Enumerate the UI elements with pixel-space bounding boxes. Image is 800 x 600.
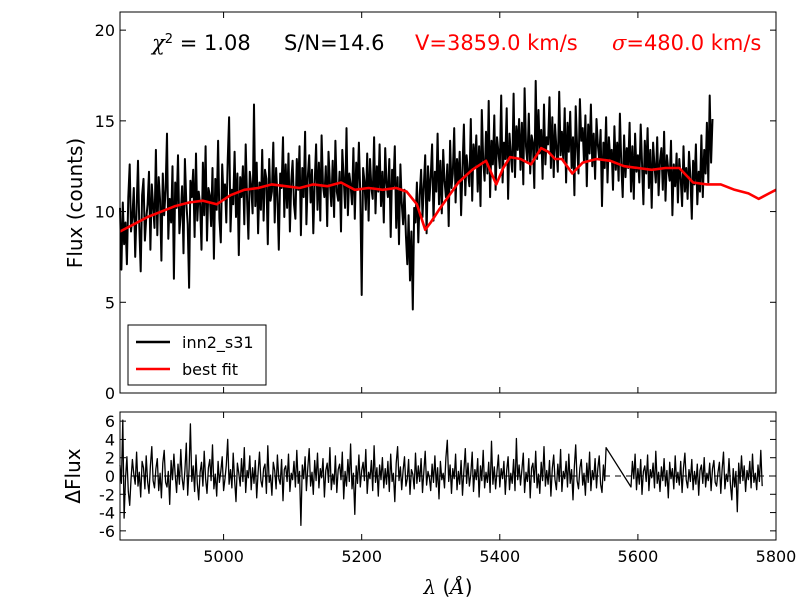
residual-ytick-label-2: 2 [105,449,115,468]
spectrum-ytick-label-0: 0 [105,384,115,403]
residual-xtick-label-5800: 5800 [756,547,797,566]
x-axis-label-symbol: λ [422,575,436,599]
chi2-value: 1.08 [204,31,251,55]
residual-ytick-label-6: 6 [105,412,115,431]
spectrum-ticks: 0 5 10 15 20 [95,12,777,403]
spectrum-series-layer [119,79,777,311]
x-axis-label-open: ( [436,575,450,599]
spectrum-panel: 0 5 10 15 20 χ2 = 1.08 S/N=14.6 V=3859.0 km/… [63,11,777,403]
residual-ytick-label-0: 0 [105,467,115,486]
y-axis-label-delta-flux: ΔFlux [61,448,85,503]
legend-label-data: inn2_s31 [182,333,254,353]
residual-ytick-label-4: 4 [105,430,115,449]
x-axis-label-wavelength: λ (Å) [422,574,472,599]
legend: inn2_s31 best fit [127,324,267,386]
residual-ytick-label--4: -4 [99,504,115,523]
residual-ytick-label--2: -2 [99,485,115,504]
residual-line [119,419,763,527]
sigma-annotation: σ=480.0 km/s [612,31,761,55]
residual-xtick-label-5000: 5000 [203,547,244,566]
chi2-annotation: χ2 = 1.08 [150,31,251,55]
snr-annotation: S/N=14.6 [284,31,384,55]
y-axis-label-flux: Flux (counts) [63,138,87,268]
x-axis-label-unit: Å [448,574,464,599]
residual-xtick-label-5600: 5600 [618,547,659,566]
best-fit-line [119,146,777,233]
chi2-power: 2 [165,32,173,47]
spectrum-plot-frame [119,11,777,394]
spectrum-ytick-label-5: 5 [105,293,115,312]
x-axis-label-close: ) [465,575,473,599]
spectrum-ytick-label-10: 10 [95,203,115,222]
legend-box [127,324,267,386]
residual-xtick-label-5400: 5400 [479,547,520,566]
residual-series-layer [119,419,776,527]
legend-label-fit: best fit [182,360,238,379]
sigma-symbol: σ [612,31,627,55]
residual-ytick-label--6: -6 [99,522,115,541]
chi2-equals: = [173,31,204,55]
residual-xtick-label-5200: 5200 [341,547,382,566]
sigma-value: =480.0 km/s [626,31,761,55]
spectrum-ytick-label-15: 15 [95,112,115,131]
chi2-symbol: χ [150,31,166,55]
spectrum-ytick-label-20: 20 [95,21,115,40]
velocity-annotation: V=3859.0 km/s [415,31,578,55]
